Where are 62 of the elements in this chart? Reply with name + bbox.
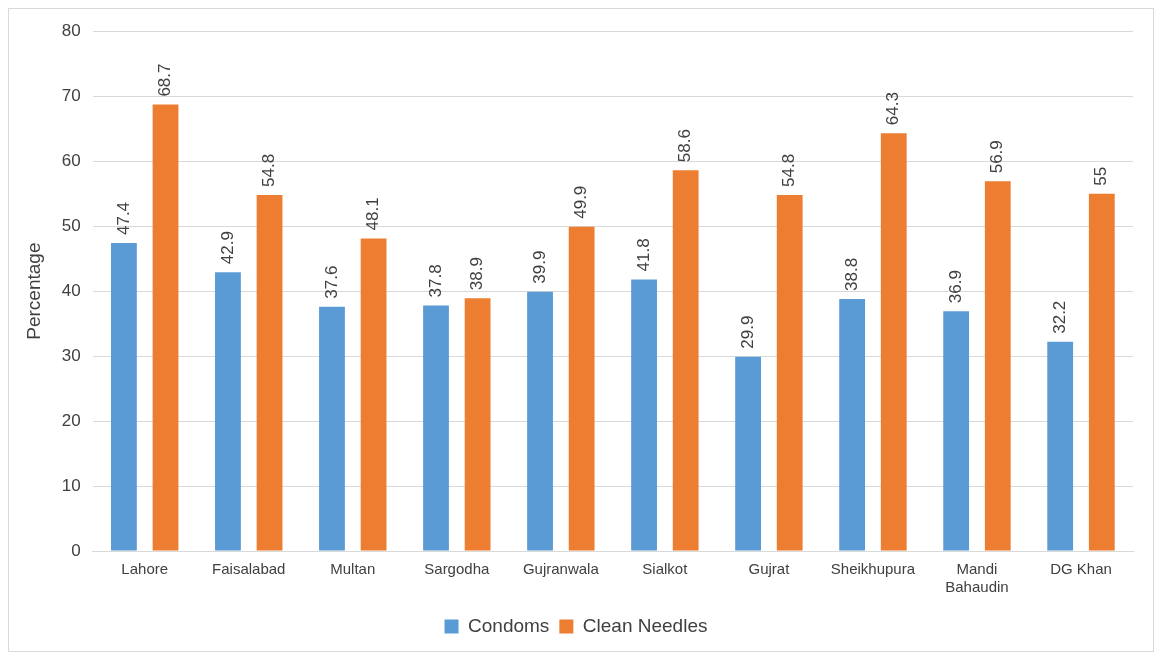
data-label: 49.9	[571, 185, 591, 219]
y-tick-label: 60	[61, 150, 81, 170]
bar	[1047, 341, 1074, 551]
x-tick-label: Gujrat	[748, 560, 791, 578]
y-tick-label: 40	[61, 280, 81, 300]
data-label: 48.1	[363, 197, 383, 231]
bar	[215, 272, 241, 551]
data-label: 68.7	[155, 63, 175, 97]
y-tick-label: 0	[71, 540, 81, 560]
y-axis-title: Percentage	[22, 242, 44, 340]
data-label: 41.8	[633, 238, 653, 272]
y-tick-label: 70	[61, 85, 81, 105]
x-tick-label: Sargodha	[424, 560, 490, 578]
bar	[527, 291, 553, 551]
y-tick-label: 50	[61, 215, 81, 235]
data-label: 37.8	[425, 264, 445, 298]
data-label: 36.9	[945, 270, 965, 304]
data-label: 32.2	[1049, 300, 1069, 334]
bar	[464, 298, 491, 551]
bar	[152, 104, 179, 551]
data-label: 47.4	[113, 201, 133, 236]
bar	[839, 298, 866, 551]
y-tick-label: 10	[61, 475, 81, 495]
data-label: 64.3	[883, 92, 903, 126]
y-tick-label: 80	[61, 20, 81, 40]
data-label: 54.8	[259, 153, 279, 187]
bar	[423, 305, 449, 551]
bar	[880, 133, 907, 551]
bar	[111, 243, 137, 551]
bar	[776, 194, 803, 551]
bar	[984, 181, 1011, 551]
y-tick-label: 20	[61, 410, 81, 430]
bar	[631, 279, 657, 551]
x-tick-label: Mandi Bahaudin	[945, 560, 1009, 596]
data-label: 37.6	[321, 265, 341, 299]
data-label: 29.9	[737, 315, 757, 349]
y-tick-label: 30	[61, 345, 81, 365]
bar	[672, 170, 699, 551]
data-label: 38.9	[467, 257, 487, 291]
data-label: 56.9	[987, 140, 1007, 174]
data-label: 38.8	[841, 257, 861, 291]
legend-label: Condoms	[468, 614, 550, 636]
x-tick-label: Multan	[330, 560, 376, 578]
data-label: 58.6	[675, 129, 695, 163]
bar	[1088, 193, 1115, 551]
x-tick-label: Gujranwala	[522, 560, 600, 578]
bar	[735, 356, 761, 551]
bar	[943, 311, 970, 551]
x-tick-label: Sheikhupura	[830, 560, 916, 578]
data-label: 39.9	[529, 250, 549, 284]
bar	[568, 226, 595, 551]
x-tick-label: DG Khan	[1050, 560, 1112, 578]
bar	[319, 306, 345, 551]
x-tick-label: Faisalabad	[212, 560, 286, 578]
bar	[360, 238, 387, 551]
x-tick-label: Lahore	[121, 560, 169, 578]
data-label: 54.8	[779, 153, 799, 187]
data-label: 55	[1091, 166, 1111, 186]
legend-label: Clean Needles	[582, 614, 708, 636]
x-tick-label: Sialkot	[642, 560, 689, 578]
bar	[256, 194, 283, 551]
data-label: 42.9	[217, 231, 237, 265]
